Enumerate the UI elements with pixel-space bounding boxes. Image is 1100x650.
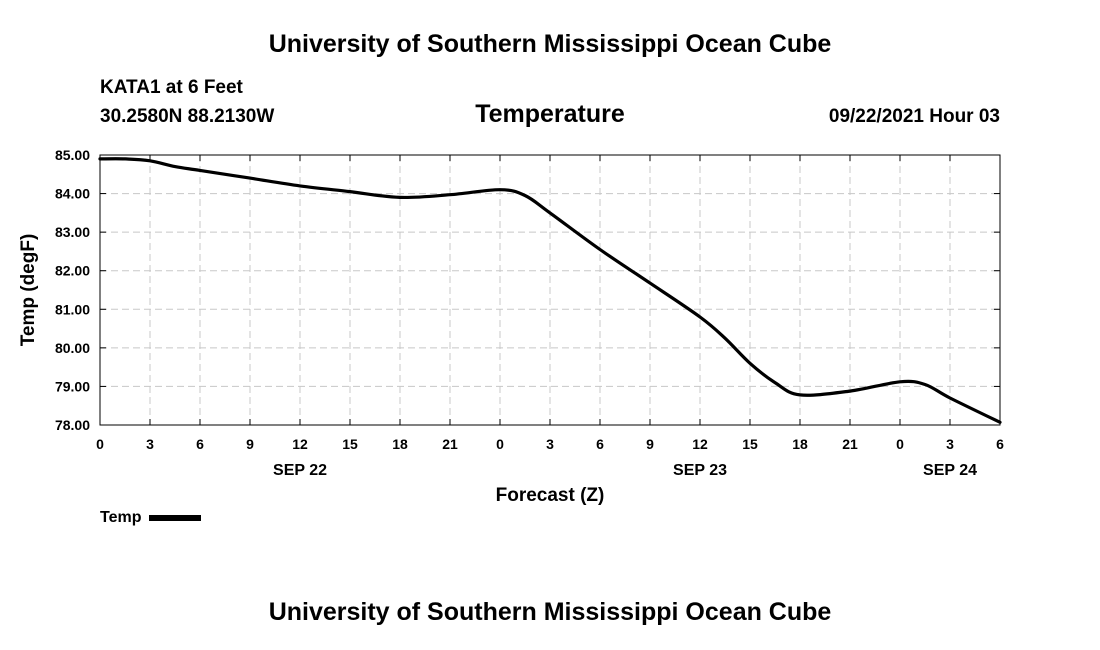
y-axis-label: Temp (degF) <box>18 234 39 347</box>
x-tick-label: 15 <box>742 436 758 452</box>
station-coordinates: 30.2580N 88.2130W <box>100 106 275 127</box>
x-tick-label: 0 <box>896 436 904 452</box>
date-label: SEP 22 <box>273 462 327 479</box>
legend-label-temp: Temp <box>100 509 142 526</box>
x-tick-label: 6 <box>196 436 204 452</box>
date-label: SEP 24 <box>923 462 977 479</box>
x-tick-label: 3 <box>946 436 954 452</box>
x-tick-label: 15 <box>342 436 358 452</box>
label-layer: 78.00 79.00 80.00 81.00 82.00 83.00 84.00 85.00… <box>18 147 1004 506</box>
axis-layer <box>99 154 1001 426</box>
x-tick-label: 12 <box>692 436 708 452</box>
series-layer <box>98 157 1002 424</box>
x-tick-label: 6 <box>996 436 1004 452</box>
x-tick-label: 0 <box>96 436 104 452</box>
x-axis-label: Forecast (Z) <box>496 485 605 506</box>
x-tick-label: 12 <box>292 436 308 452</box>
x-tick-label: 21 <box>842 436 858 452</box>
x-tick-label: 18 <box>792 436 808 452</box>
y-tick-label: 79.00 <box>55 378 90 394</box>
x-tick-label: 6 <box>596 436 604 452</box>
page-title-bottom: University of Southern Mississippi Ocean… <box>268 598 832 626</box>
series-line-temp <box>98 157 1002 424</box>
date-label: SEP 23 <box>673 462 727 479</box>
station-label: KATA1 at 6 Feet <box>100 77 243 98</box>
plot-frame <box>99 154 1001 426</box>
y-tick-label: 82.00 <box>55 263 90 279</box>
forecast-timestamp: 09/22/2021 Hour 03 <box>828 106 1000 127</box>
x-tick-label: 3 <box>146 436 154 452</box>
x-tick-label: 0 <box>496 436 504 452</box>
legend-swatch-temp <box>149 515 202 521</box>
x-tick-label: 21 <box>442 436 458 452</box>
y-tick-label: 81.00 <box>55 301 90 317</box>
y-tick-label: 85.00 <box>55 147 90 163</box>
y-tick-label: 80.00 <box>55 340 90 356</box>
legend: Temp <box>100 509 202 527</box>
chart-title: Temperature <box>475 100 625 128</box>
x-tick-label: 9 <box>646 436 654 452</box>
y-tick-label: 78.00 <box>55 417 90 433</box>
y-tick-label: 83.00 <box>55 224 90 240</box>
page-title-top: University of Southern Mississippi Ocean… <box>268 30 832 58</box>
x-tick-label: 3 <box>546 436 554 452</box>
y-tick-label: 84.00 <box>55 186 90 202</box>
grid-layer <box>100 155 1000 425</box>
x-tick-label: 18 <box>392 436 408 452</box>
x-tick-label: 9 <box>246 436 254 452</box>
